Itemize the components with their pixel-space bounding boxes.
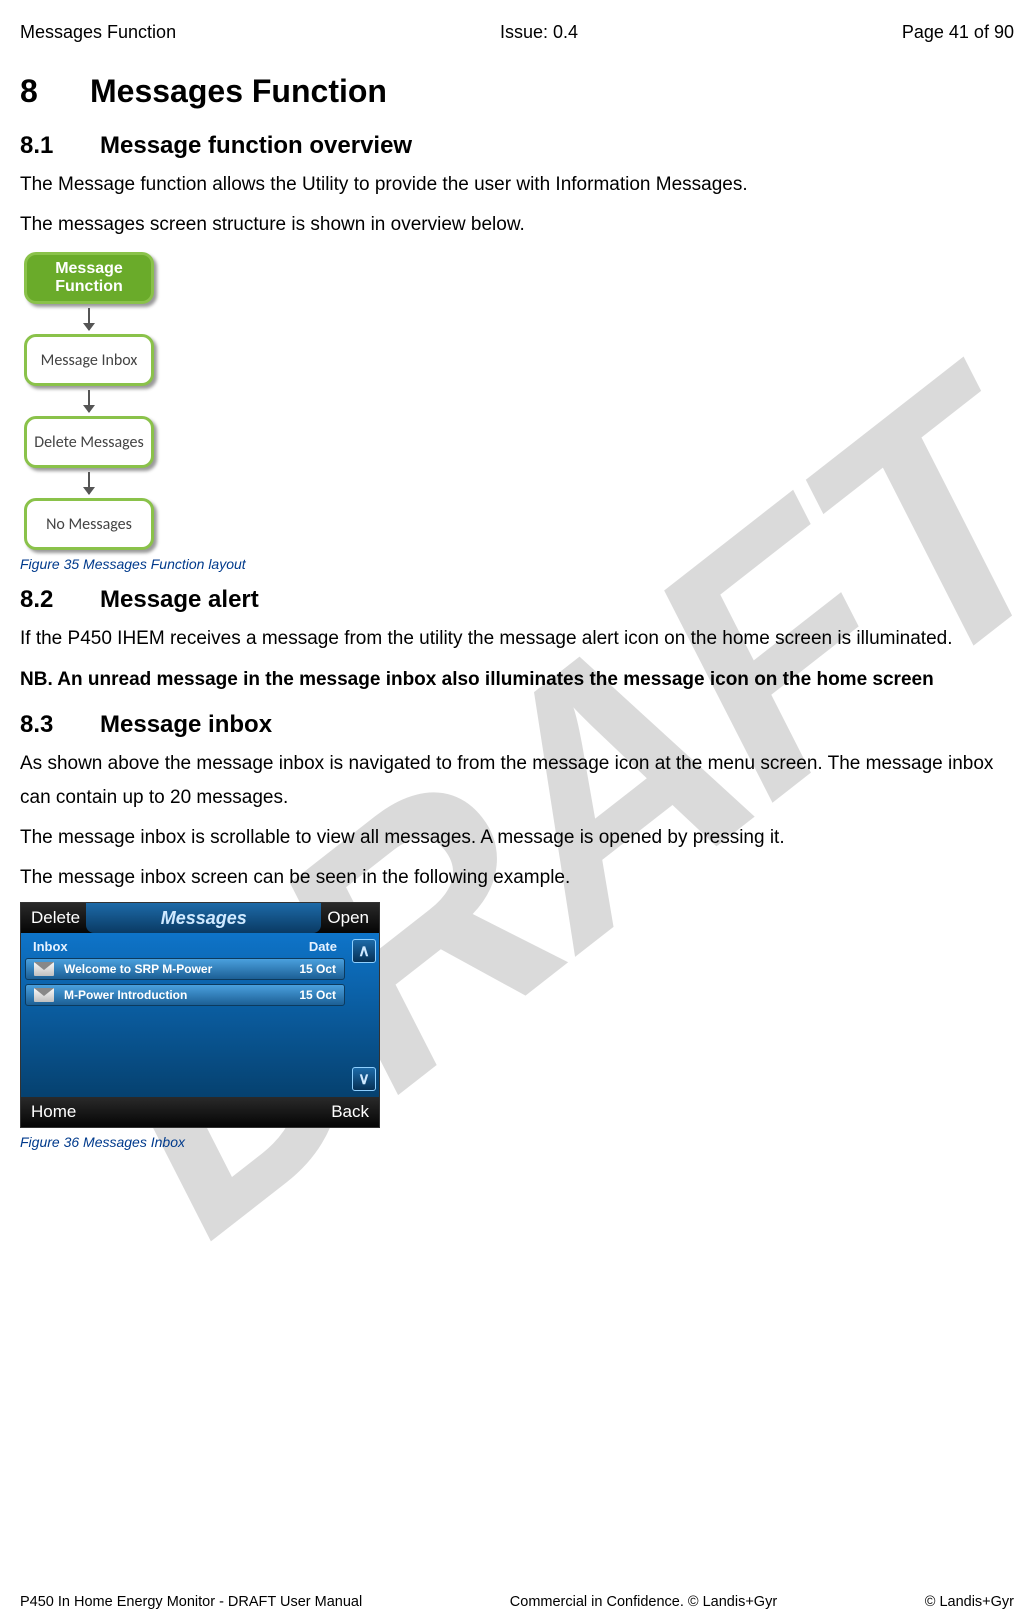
chapter-title: Messages Function [90,73,387,109]
flowchart: Message Function Message Inbox Delete Me… [24,252,1014,550]
message-row[interactable]: M-Power Introduction 15 Oct [25,984,345,1006]
inbox-columns: Inbox Date [25,937,345,958]
flow-arrow-icon [88,472,90,494]
section-title: Message alert [100,586,259,613]
device-bottombar: Home Back [21,1097,379,1127]
scroll-down-button[interactable]: ∨ [352,1067,376,1091]
ftr-left: P450 In Home Energy Monitor - DRAFT User… [20,1594,362,1610]
section-8-3-heading: 8.3Message inbox [20,711,1014,739]
scroll-up-button[interactable]: ∧ [352,939,376,963]
delete-button[interactable]: Delete [31,908,80,928]
page-footer: P450 In Home Energy Monitor - DRAFT User… [0,1594,1034,1610]
figure-35-caption: Figure 35 Messages Function layout [20,556,1014,572]
section-number: 8.1 [20,132,100,160]
flow-node-label: Delete Messages [34,433,144,452]
device-screenshot: Delete Messages Open Inbox Date Welcome … [20,902,380,1128]
s83-p3: The message inbox screen can be seen in … [20,861,1014,895]
col-inbox: Inbox [33,939,68,954]
s81-p1: The Message function allows the Utility … [20,168,1014,202]
flow-arrow-icon [88,390,90,412]
flow-node-label: No Messages [46,515,132,534]
ftr-center: Commercial in Confidence. © Landis+Gyr [510,1594,777,1610]
flow-arrow-icon [88,308,90,330]
hdr-right: Page 41 of 90 [902,22,1014,43]
chapter-heading: 8Messages Function [20,73,1014,110]
open-button[interactable]: Open [327,908,369,928]
s82-p1: If the P450 IHEM receives a message from… [20,622,1014,656]
flow-node-delete: Delete Messages [24,416,154,468]
inbox-list: Inbox Date Welcome to SRP M-Power 15 Oct… [21,933,349,1097]
s81-p2: The messages screen structure is shown i… [20,208,1014,242]
section-number: 8.2 [20,586,100,614]
s83-p2: The message inbox is scrollable to view … [20,821,1014,855]
message-row[interactable]: Welcome to SRP M-Power 15 Oct [25,958,345,980]
section-title: Message inbox [100,711,272,738]
flow-node-inbox: Message Inbox [24,334,154,386]
flow-node-root: Message Function [24,252,154,304]
section-number: 8.3 [20,711,100,739]
page-header: Messages Function Issue: 0.4 Page 41 of … [20,22,1014,43]
message-subject: M-Power Introduction [64,988,299,1002]
envelope-icon [34,988,54,1002]
screen-title: Messages [86,903,321,933]
ftr-right: © Landis+Gyr [925,1594,1014,1610]
message-subject: Welcome to SRP M-Power [64,962,299,976]
col-date: Date [309,939,337,954]
s83-p1: As shown above the message inbox is navi… [20,747,1014,815]
envelope-icon [34,962,54,976]
section-8-2-heading: 8.2Message alert [20,586,1014,614]
device-body: Inbox Date Welcome to SRP M-Power 15 Oct… [21,933,379,1097]
message-date: 15 Oct [299,988,336,1002]
section-8-1-heading: 8.1Message function overview [20,132,1014,160]
section-title: Message function overview [100,132,412,159]
flow-node-label: Message Function [27,260,151,296]
hdr-left: Messages Function [20,22,176,43]
figure-36-caption: Figure 36 Messages Inbox [20,1134,1014,1150]
home-button[interactable]: Home [31,1102,76,1122]
back-button[interactable]: Back [331,1102,369,1122]
device-titlebar: Delete Messages Open [21,903,379,933]
hdr-center: Issue: 0.4 [500,22,578,43]
flow-node-none: No Messages [24,498,154,550]
message-date: 15 Oct [299,962,336,976]
scrollbar: ∧ ∨ [349,933,379,1097]
s82-nb: NB. An unread message in the message inb… [20,663,1014,697]
chapter-number: 8 [20,73,90,110]
flow-node-label: Message Inbox [41,351,138,370]
